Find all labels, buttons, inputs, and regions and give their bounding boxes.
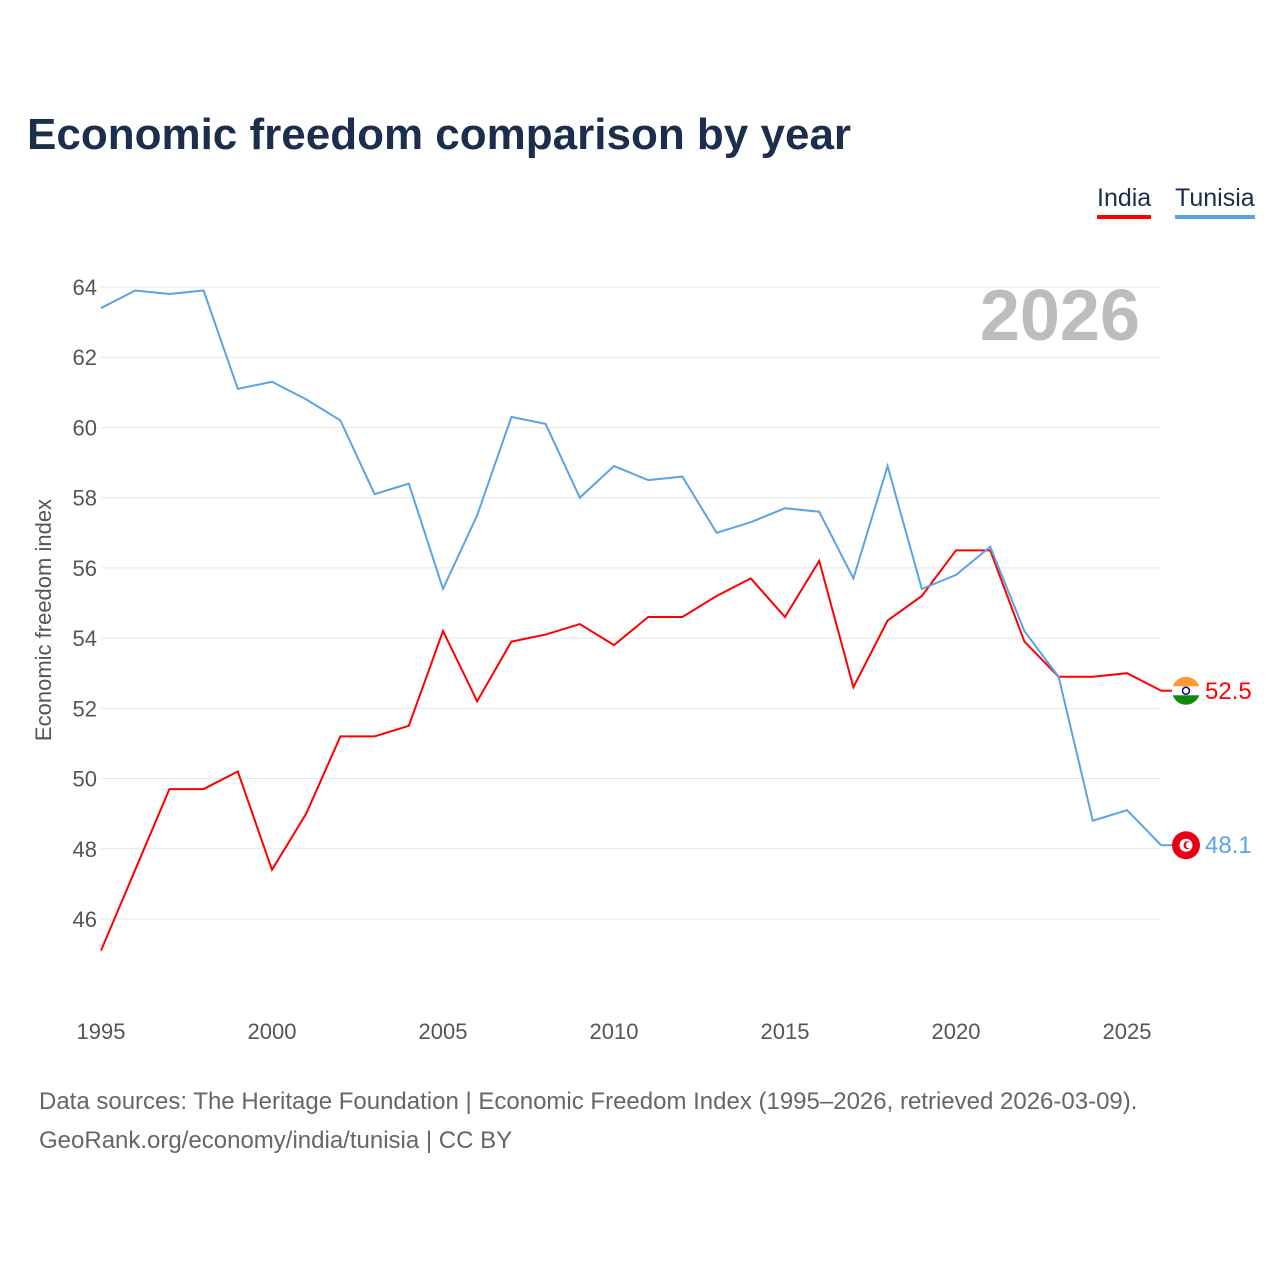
footer-sources: Data sources: The Heritage Foundation | … <box>39 1088 1138 1115</box>
x-tick-label: 2000 <box>248 1019 297 1044</box>
y-tick-label: 56 <box>73 556 97 581</box>
india-flag-icon <box>1172 676 1200 705</box>
series-line-india[interactable] <box>100 549 1162 951</box>
x-tick-label: 1995 <box>77 1019 126 1044</box>
legend-india[interactable]: India <box>1097 184 1152 219</box>
x-tick-label: 2020 <box>932 1019 981 1044</box>
y-tick-label: 52 <box>73 696 97 721</box>
y-tick-label: 46 <box>73 907 97 932</box>
series-line-tunisia[interactable] <box>100 289 1162 846</box>
y-tick-label: 48 <box>73 837 97 862</box>
x-tick-label: 2015 <box>761 1019 810 1044</box>
y-tick-label: 50 <box>73 767 97 792</box>
x-tick-label: 2010 <box>590 1019 639 1044</box>
y-tick-label: 54 <box>73 626 97 651</box>
end-value-label: 52.5 <box>1205 678 1252 705</box>
chart-title: Economic freedom comparison by year <box>27 110 852 159</box>
tunisia-flag-icon <box>1172 831 1200 860</box>
x-tick-label: 2005 <box>419 1019 468 1044</box>
y-axis-label: Economic freedom index <box>31 499 56 741</box>
y-tick-label: 60 <box>73 415 97 440</box>
x-tick-label: 2025 <box>1103 1019 1152 1044</box>
legend-tunisia[interactable]: Tunisia <box>1175 184 1255 219</box>
year-watermark: 2026 <box>980 276 1140 356</box>
footer-credit: GeoRank.org/economy/india/tunisia | CC B… <box>39 1127 513 1154</box>
end-value-label: 48.1 <box>1205 832 1252 859</box>
y-tick-label: 62 <box>73 345 97 370</box>
y-tick-label: 64 <box>73 275 97 300</box>
y-tick-label: 58 <box>73 486 97 511</box>
